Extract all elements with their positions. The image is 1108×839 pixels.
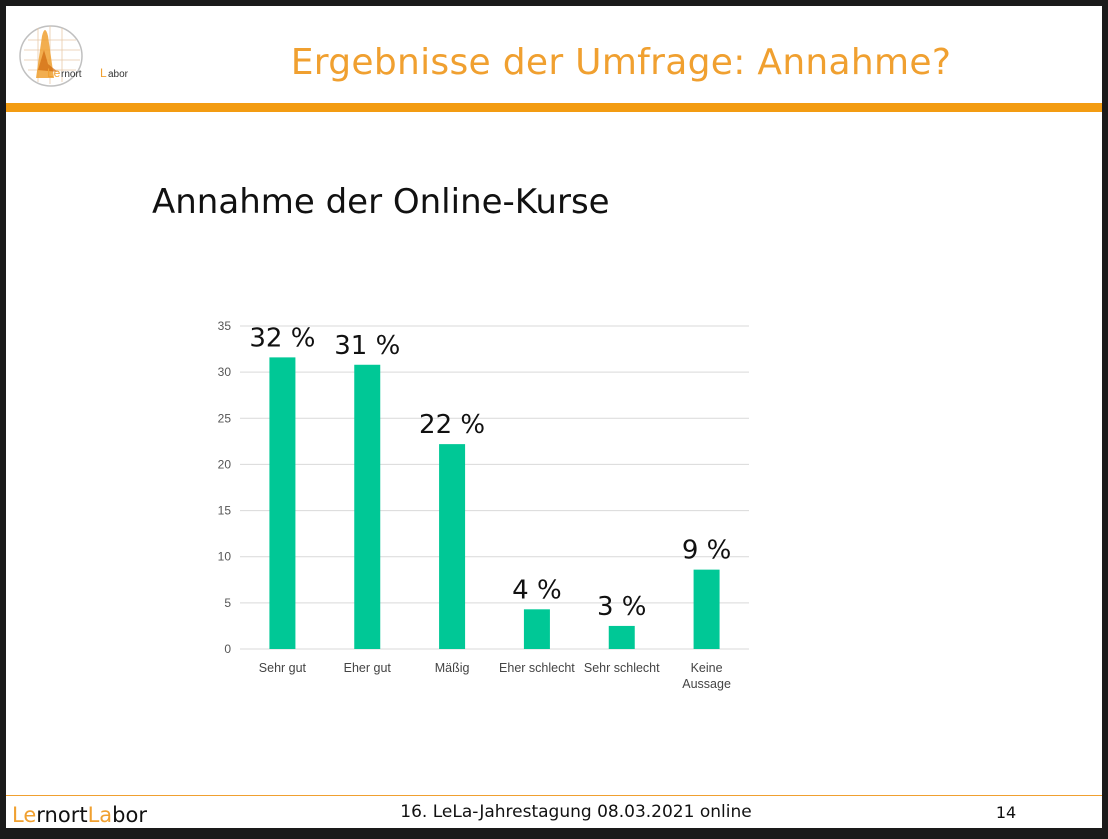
logo-text-abor: abor xyxy=(108,69,129,80)
page-title: Ergebnisse der Umfrage: Annahme? xyxy=(290,42,952,83)
data-label: 9 % xyxy=(682,536,732,566)
footer-brand: LernortLabor xyxy=(12,803,147,827)
lernort-labor-logo: Le rnort L abor xyxy=(19,25,129,87)
header-accent-bar xyxy=(6,103,1102,112)
footer-brand-bor: bor xyxy=(112,803,147,827)
slide: Le rnort L abor Ergebnisse der Umfrage: … xyxy=(6,6,1102,828)
y-tick-label: 0 xyxy=(224,642,231,656)
y-tick-label: 25 xyxy=(218,411,232,425)
y-tick-label: 5 xyxy=(224,596,231,610)
page-number: 14 xyxy=(995,803,1017,822)
footer-brand-le: Le xyxy=(12,803,37,827)
logo-text-le: Le xyxy=(47,66,61,80)
footer-divider xyxy=(6,795,1102,796)
bar xyxy=(269,357,296,649)
x-tick-label: Eher schlecht xyxy=(499,661,575,675)
x-tick-label: Eher gut xyxy=(344,661,392,675)
logo-text-l: L xyxy=(100,66,107,80)
x-tick-label: Sehr schlecht xyxy=(584,661,660,675)
bar xyxy=(693,569,720,649)
bar xyxy=(608,625,635,649)
y-tick-label: 35 xyxy=(218,319,232,333)
bar-chart: 0 5 10 15 20 25 30 35 32 % Sehr gut 31 % Eher gut 22… xyxy=(218,319,749,691)
footer-event-text: 16. LeLa-Jahrestagung 08.03.2021 online xyxy=(400,802,752,822)
data-label: 4 % xyxy=(512,575,562,605)
y-tick-label: 15 xyxy=(218,504,232,518)
bar xyxy=(439,444,466,649)
data-label: 32 % xyxy=(249,323,315,353)
logo-text-rnort: rnort xyxy=(61,69,82,80)
footer-brand-rnort: rnort xyxy=(36,803,88,827)
bar xyxy=(523,609,550,649)
y-tick-label: 20 xyxy=(218,457,232,471)
data-label: 22 % xyxy=(419,410,485,440)
y-tick-label: 10 xyxy=(218,550,232,564)
x-tick-label: Keine Aussage xyxy=(682,661,731,691)
footer-brand-la: La xyxy=(87,803,113,827)
bar xyxy=(354,364,381,649)
y-tick-label: 30 xyxy=(218,365,232,379)
data-label: 31 % xyxy=(334,331,400,361)
x-tick-label: Mäßig xyxy=(435,661,470,675)
data-label: 3 % xyxy=(597,592,647,622)
x-tick-label: Sehr gut xyxy=(259,661,307,675)
chart-heading: Annahme der Online-Kurse xyxy=(152,182,610,222)
